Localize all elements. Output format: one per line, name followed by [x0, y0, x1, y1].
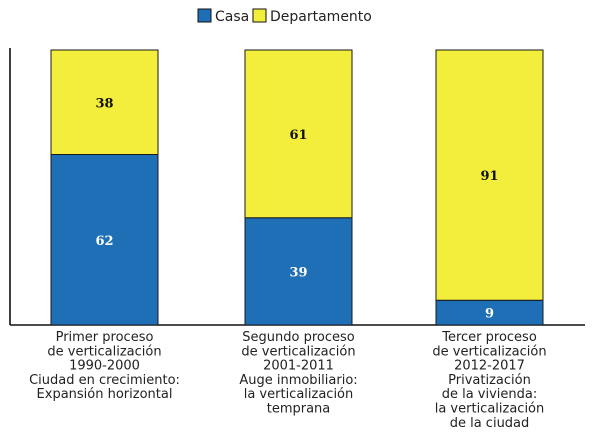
- legend: Casa Departamento: [197, 8, 372, 25]
- data-label-casa-0: 62: [95, 234, 113, 249]
- category-label-2-line-3: Privatización: [448, 373, 531, 388]
- legend-label-1: Departamento: [270, 9, 372, 25]
- category-label-0-line-3: Ciudad en crecimiento:: [29, 373, 180, 388]
- category-label-0-line-0: Primer proceso: [56, 330, 154, 345]
- category-label-0-line-4: Expansión horizontal: [37, 387, 173, 402]
- category-label-1-line-2: 2001-2011: [263, 359, 334, 374]
- category-label-1-line-4: la verticalización: [244, 387, 354, 402]
- legend-swatch-0: [197, 8, 212, 23]
- bar-departamento-0: [50, 49, 159, 155]
- category-label-1-line-5: temprana: [267, 402, 331, 417]
- category-label-2-line-4: de la vivienda:: [442, 387, 538, 402]
- category-label-2-line-1: de verticalización: [432, 344, 546, 359]
- bar-casa-1: [244, 217, 353, 326]
- data-label-departamento-0: 38: [95, 96, 113, 111]
- category-label-2-line-2: 2012-2017: [454, 359, 525, 374]
- category-label-1-line-3: Auge inmobiliario:: [239, 373, 357, 388]
- legend-swatch-1: [252, 8, 267, 23]
- category-label-2-line-5: la verticalización: [435, 402, 545, 417]
- legend-label-0: Casa: [215, 9, 249, 25]
- bar-casa-0: [50, 154, 159, 326]
- bar-departamento-2: [435, 49, 544, 301]
- category-label-0-line-1: de verticalización: [47, 344, 161, 359]
- category-label-0-line-2: 1990-2000: [69, 359, 140, 374]
- data-label-casa-1: 39: [289, 265, 307, 280]
- category-label-1-line-0: Segundo proceso: [242, 330, 355, 345]
- bars: 62 38 39 61 9 91: [50, 49, 544, 326]
- data-label-departamento-2: 91: [480, 169, 498, 184]
- bar-departamento-1: [244, 49, 353, 219]
- category-label-2-line-0: Tercer proceso: [441, 330, 537, 345]
- data-label-casa-2: 9: [485, 307, 494, 322]
- category-label-1-line-1: de verticalización: [241, 344, 355, 359]
- category-label-2-line-6: de la ciudad: [450, 416, 530, 431]
- data-label-departamento-1: 61: [289, 128, 307, 143]
